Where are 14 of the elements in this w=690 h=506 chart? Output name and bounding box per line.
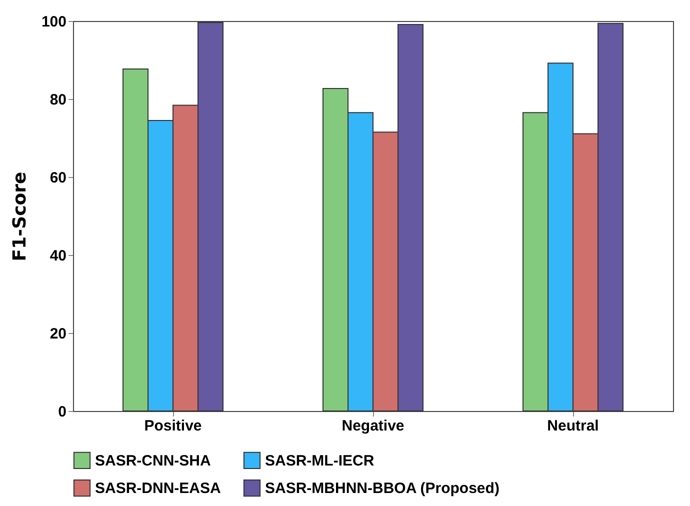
y-tick-label: 80 xyxy=(50,92,66,108)
y-tick-label: 100 xyxy=(41,14,66,30)
y-tick-label: 0 xyxy=(58,404,66,420)
x-tick-label: Negative xyxy=(342,418,404,434)
x-tick-label: Positive xyxy=(144,418,202,434)
y-tick-label: 40 xyxy=(50,248,66,264)
y-tick-label: 20 xyxy=(50,326,66,342)
y-tick-label: 60 xyxy=(50,170,66,186)
legend-label: SASR-DNN-EASA xyxy=(95,480,222,497)
x-tick-label: Neutral xyxy=(547,418,599,434)
y-axis-title: F1-Score xyxy=(9,172,30,262)
legend-label: SASR-ML-IECR xyxy=(265,452,374,470)
legend-label: SASR-MBHNN-BBOA (Proposed) xyxy=(265,480,500,497)
legend-label: SASR-CNN-SHA xyxy=(95,452,211,470)
